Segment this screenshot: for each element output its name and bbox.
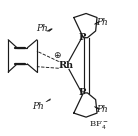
Text: BF$_4^-$: BF$_4^-$ <box>89 120 109 132</box>
Text: Ph: Ph <box>97 105 108 114</box>
Text: Ph: Ph <box>97 18 108 27</box>
Text: Rh: Rh <box>59 61 74 70</box>
Text: P: P <box>79 33 86 42</box>
Text: Ph: Ph <box>32 102 44 111</box>
Polygon shape <box>46 99 50 102</box>
Text: ⊕: ⊕ <box>53 51 60 60</box>
Text: Ph: Ph <box>36 24 48 33</box>
Text: P: P <box>79 88 86 97</box>
